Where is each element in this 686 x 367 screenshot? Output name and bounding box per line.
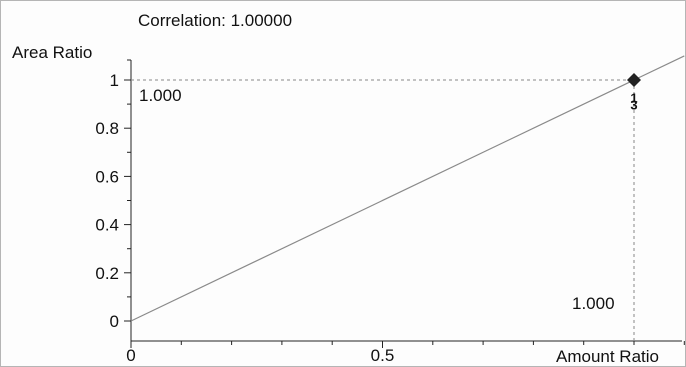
data-point-label: 3	[630, 98, 637, 113]
y-tick-label: 0.6	[95, 167, 119, 186]
x-readout-label: 1.000	[572, 294, 615, 313]
y-tick-label: 1	[110, 71, 119, 90]
chart-title: Correlation: 1.00000	[138, 11, 292, 30]
y-tick-label: 0.4	[95, 216, 119, 235]
y-readout-label: 1.000	[139, 86, 182, 105]
y-tick-label: 0	[110, 312, 119, 331]
x-axis-label: Amount Ratio	[556, 347, 659, 366]
y-axis-label: Area Ratio	[12, 43, 92, 62]
data-point-diamond	[627, 73, 641, 87]
y-tick-label: 0.8	[95, 119, 119, 138]
data-point-label: 1	[630, 91, 637, 106]
axes-group: 0 0.2 0.4 0.6 0.8 1 0 0.5	[95, 59, 685, 365]
x-tick-label: 0	[126, 346, 135, 365]
y-tick-label: 0.2	[95, 264, 119, 283]
plot-group: 13	[130, 55, 685, 341]
x-tick-label: 0.5	[371, 346, 395, 365]
calibration-fit-line	[130, 55, 685, 322]
